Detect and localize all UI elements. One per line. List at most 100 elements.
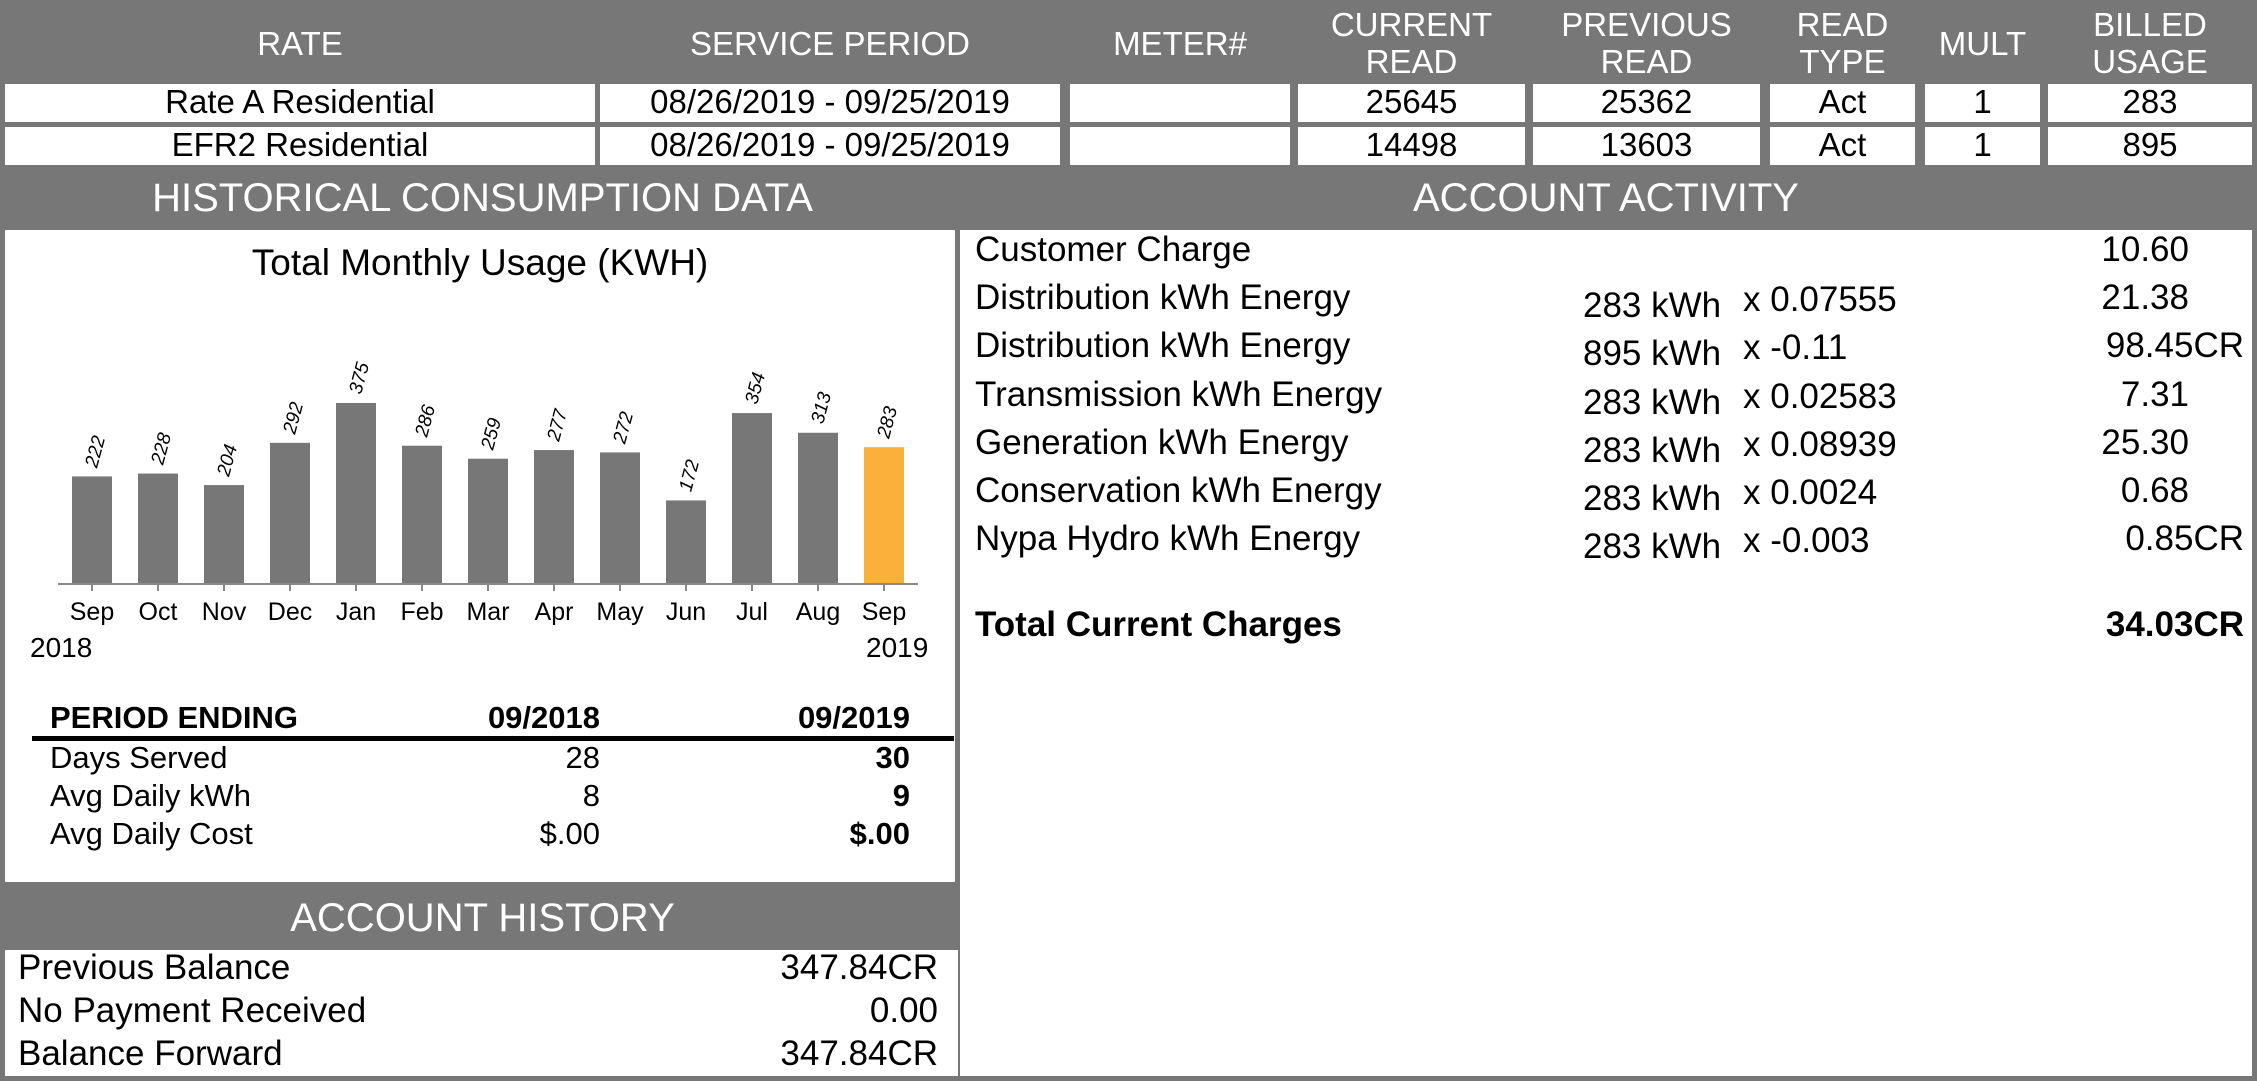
bar-value-label: 277 — [543, 406, 572, 444]
bar-1 — [138, 473, 178, 583]
x-tick-label: Dec — [268, 598, 312, 626]
activity-label: Nypa Hydro kWh Energy — [975, 519, 1361, 559]
table-cell: 13603 — [1533, 127, 1760, 165]
stats-header-period: PERIOD ENDING — [50, 700, 299, 735]
history-label: Balance Forward — [18, 1034, 283, 1073]
activity-rate: x -0.003 — [1743, 521, 1870, 561]
table-header-line: CURRENT — [1330, 6, 1493, 43]
chart-start-year: 2018 — [30, 632, 93, 663]
stats-divider — [32, 736, 954, 741]
x-tick-label: Mar — [466, 598, 509, 626]
x-tick-label: Jul — [736, 598, 768, 626]
stats-row-curr: 30 — [875, 740, 910, 775]
bar-4 — [336, 403, 376, 583]
table-cell — [1070, 84, 1290, 122]
activity-amount: 0.85CR — [2125, 519, 2244, 559]
table-header-line: TYPE — [1799, 43, 1886, 80]
bar-9 — [666, 500, 706, 583]
bar-value-label: 259 — [477, 416, 506, 453]
stats-row-label: Days Served — [50, 740, 228, 775]
total-current-charges-amount: 34.03CR — [2105, 605, 2244, 644]
x-tick-label: Sep — [862, 598, 906, 626]
bar-value-label: 222 — [81, 433, 110, 470]
table-cell: 14498 — [1298, 127, 1525, 165]
activity-kwh: 283 kWh — [1583, 286, 1722, 326]
bar-8 — [600, 452, 640, 583]
stats-row-curr: 9 — [892, 778, 910, 813]
table-header-meter: METER# — [1070, 4, 1290, 82]
activity-amount: 7.31 — [2120, 374, 2189, 414]
table-header-line: PREVIOUS — [1561, 6, 1732, 43]
table-header-line: RATE — [257, 24, 343, 62]
bar-value-label: 172 — [676, 457, 705, 493]
bar-2 — [204, 485, 244, 583]
table-header-service-period: SERVICE PERIOD — [600, 4, 1060, 82]
account-activity-title: ACCOUNT ACTIVITY — [1413, 176, 1799, 220]
account-activity-panel — [960, 230, 2252, 1076]
table-header-line: READ — [1365, 43, 1458, 80]
stats-row-curr: $.00 — [849, 816, 910, 851]
bar-0 — [72, 476, 112, 583]
activity-kwh: 283 kWh — [1583, 527, 1722, 567]
history-amount: 347.84CR — [780, 1034, 938, 1073]
chart-title: Total Monthly Usage (KWH) — [251, 242, 709, 283]
table-header-current-read: CURRENT READ — [1298, 4, 1525, 82]
activity-kwh: 895 kWh — [1583, 334, 1722, 374]
bar-value-label: 228 — [147, 430, 176, 467]
activity-rate: x 0.07555 — [1743, 280, 1897, 320]
bar-6 — [468, 458, 508, 583]
bar-10 — [732, 413, 772, 583]
usage-chart: 222 Sep 228 Oct 204 Nov 292 Dec 375 Jan 286 Feb 259 M… — [0, 330, 960, 630]
table-cell: 08/26/2019 - 09/25/2019 — [600, 127, 1060, 165]
history-label: No Payment Received — [18, 991, 367, 1030]
bar-3 — [270, 442, 310, 583]
table-header-mult: MULT — [1925, 4, 2040, 82]
table-cell: 1 — [1925, 84, 2040, 122]
account-history-title: ACCOUNT HISTORY — [290, 896, 675, 940]
chart-end-year: 2019 — [866, 632, 929, 663]
bar-value-label: 313 — [808, 390, 837, 426]
stats-row-prev: $.00 — [539, 816, 600, 851]
x-tick-label: Sep — [70, 598, 114, 626]
bar-7 — [534, 450, 574, 583]
x-tick-label: May — [596, 598, 644, 626]
table-header-rate: RATE — [5, 4, 595, 82]
activity-rate: x 0.08939 — [1743, 424, 1897, 464]
table-cell: 895 — [2048, 127, 2252, 165]
table-header-line: MULT — [1938, 24, 2027, 62]
activity-label: Distribution kWh Energy — [975, 278, 1351, 318]
x-tick-label: Oct — [139, 598, 178, 626]
activity-amount: 0.68 — [2120, 471, 2189, 510]
account-history-panel — [5, 950, 958, 1076]
table-cell: 1 — [1925, 127, 2040, 165]
table-cell: Rate A Residential — [5, 84, 595, 122]
activity-rate: x 0.0024 — [1743, 473, 1878, 512]
activity-label: Conservation kWh Energy — [975, 471, 1382, 510]
bar-11 — [798, 432, 838, 583]
bar-value-label: 354 — [742, 370, 770, 406]
stats-header-curr: 09/2019 — [797, 700, 910, 735]
activity-amount: 21.38 — [2101, 278, 2189, 318]
bar-value-label: 286 — [411, 403, 440, 440]
x-tick-label: Jun — [666, 598, 706, 626]
stats-row-prev: 28 — [565, 740, 600, 775]
activity-label: Distribution kWh Energy — [975, 326, 1351, 366]
history-label: Previous Balance — [18, 948, 291, 987]
table-cell — [1070, 127, 1290, 165]
activity-rate: x -0.11 — [1743, 328, 1848, 368]
table-header-line: READ — [1600, 43, 1693, 80]
table-cell: EFR2 Residential — [5, 127, 595, 165]
activity-label: Customer Charge — [975, 230, 1252, 269]
x-tick-label: Feb — [400, 598, 443, 626]
activity-kwh: 283 kWh — [1583, 382, 1722, 422]
total-current-charges-label: Total Current Charges — [975, 605, 1342, 644]
activity-label: Transmission kWh Energy — [975, 374, 1383, 414]
x-tick-label: Jan — [336, 598, 376, 626]
table-header-line: USAGE — [2092, 43, 2208, 80]
table-header-previous-read: PREVIOUS READ — [1533, 4, 1760, 82]
bar-5 — [402, 445, 442, 583]
table-cell: Act — [1770, 127, 1915, 165]
table-cell: Act — [1770, 84, 1915, 122]
table-header-read-type: READ TYPE — [1770, 4, 1915, 82]
bar-value-label: 283 — [873, 404, 902, 441]
